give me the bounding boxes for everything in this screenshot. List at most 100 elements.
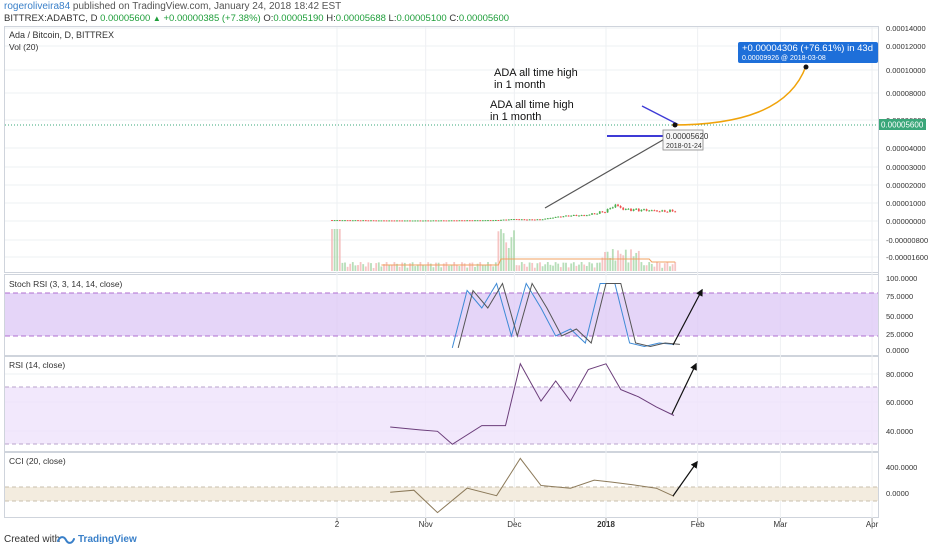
volume-bar <box>393 262 396 271</box>
volume-bar <box>650 263 653 271</box>
candle-body <box>398 220 401 222</box>
rsi-title: RSI (14, close) <box>9 360 65 370</box>
volume-bar <box>578 264 580 271</box>
projection-curve[interactable] <box>671 65 807 126</box>
stoch-arrow[interactable] <box>672 288 703 346</box>
trendline-resistance[interactable] <box>641 105 680 126</box>
candle-body <box>359 220 362 222</box>
volume-bar <box>435 262 437 271</box>
volume-bars <box>331 229 677 271</box>
volume-bar <box>484 264 487 271</box>
up-arrow-icon: ▲ <box>152 14 161 23</box>
volume-bar <box>461 262 463 271</box>
volume-bar <box>380 266 383 271</box>
volume-bar <box>531 262 534 271</box>
tradingview-logo-icon <box>57 536 75 544</box>
candle-body <box>497 220 500 222</box>
candle-body <box>572 214 575 216</box>
cci-arrow[interactable] <box>672 460 698 497</box>
y-tick-label: 0.00002000 <box>886 181 926 190</box>
candle-body <box>604 212 606 214</box>
candle-body <box>393 220 396 222</box>
volume-bar <box>416 264 419 271</box>
candle-body <box>630 208 632 211</box>
volume-bar <box>526 266 528 271</box>
volume-bar <box>445 262 448 271</box>
candle-body <box>435 220 437 222</box>
trendline-support[interactable] <box>544 136 669 209</box>
volume-bar <box>515 265 518 271</box>
volume-bar <box>346 266 349 271</box>
volume-bar <box>640 262 643 271</box>
c-label: C: <box>449 13 459 24</box>
volume-bar <box>544 264 547 271</box>
candle-body <box>354 220 357 222</box>
volume-bar <box>406 267 409 271</box>
high-value: 0.00005688 <box>335 13 386 24</box>
volume-bar <box>604 251 606 271</box>
open-value: 0.00005190 <box>273 13 324 24</box>
candle-body <box>419 220 422 222</box>
rsi-tick-label: 80.0000 <box>886 370 913 379</box>
ohlc-line: BITTREX:ADABTC, D 0.00005600 ▲ +0.000003… <box>4 13 509 24</box>
volume-bar <box>539 262 541 271</box>
volume-bar <box>450 264 453 271</box>
volume-bar <box>666 262 669 271</box>
svg-text:2018-01-24: 2018-01-24 <box>666 143 702 150</box>
volume-bar <box>414 266 417 271</box>
annotation-ath-2[interactable]: ADA all time high in 1 month <box>490 99 574 123</box>
candle-body <box>583 215 586 217</box>
volume-bar <box>458 266 461 271</box>
volume-bar <box>588 262 591 271</box>
candle-body <box>601 211 604 213</box>
volume-bar <box>502 233 505 271</box>
candle-body <box>494 220 497 222</box>
volume-bar <box>362 264 365 271</box>
projection-label-2: 0.00009926 @ 2018-03-08 <box>742 55 826 62</box>
candles-group <box>331 203 677 222</box>
candle-body <box>476 220 479 222</box>
volume-bar <box>372 267 375 271</box>
volume-bar <box>390 265 393 271</box>
candle-body <box>500 219 502 221</box>
candle-body <box>401 220 404 222</box>
candle-body <box>596 213 599 215</box>
candle-body <box>671 209 674 212</box>
volume-bar <box>632 256 635 271</box>
time-axis[interactable]: 2 Nov Dec 2018 Feb Mar Apr <box>335 518 879 529</box>
candle-body <box>643 209 645 211</box>
volume-bar <box>635 252 638 271</box>
volume-bar <box>401 262 404 271</box>
volume-bar <box>562 262 565 271</box>
candle-body <box>492 220 495 222</box>
tradingview-brand[interactable]: TradingView <box>78 534 137 545</box>
candle-body <box>510 219 513 221</box>
volume-bar <box>349 263 352 271</box>
volume-bar <box>669 266 671 271</box>
stoch-k-line <box>451 282 675 349</box>
volume-bar <box>442 263 445 271</box>
author-link[interactable]: rogeroliveira84 <box>4 1 71 12</box>
volume-bar <box>572 262 575 271</box>
h-label: H: <box>326 13 336 24</box>
volume-bar <box>409 263 411 271</box>
volume-bar <box>476 263 479 271</box>
volume-bar <box>630 249 632 271</box>
rsi-arrow[interactable] <box>671 362 697 415</box>
volume-bar <box>481 265 484 271</box>
volume-bar <box>637 250 640 271</box>
candle-body <box>453 220 456 222</box>
volume-bar <box>471 262 474 271</box>
price-axis[interactable]: 0.00014000 0.00012000 0.00010000 0.00008000… <box>886 24 928 498</box>
volume-bar <box>575 265 578 271</box>
candle-body <box>588 214 591 216</box>
volume-bar <box>383 264 385 271</box>
volume-bar <box>341 262 344 271</box>
rsi-tick-label: 60.0000 <box>886 398 913 407</box>
chart-canvas[interactable]: +0.00004306 (+76.61%) in 43d 0.00009926 … <box>0 0 932 531</box>
x-tick-label: Mar <box>774 520 788 529</box>
candle-body <box>377 220 380 222</box>
volume-ma-line <box>381 258 676 266</box>
candle-body <box>536 219 539 221</box>
annotation-ath-1[interactable]: ADA all time high in 1 month <box>494 67 578 91</box>
